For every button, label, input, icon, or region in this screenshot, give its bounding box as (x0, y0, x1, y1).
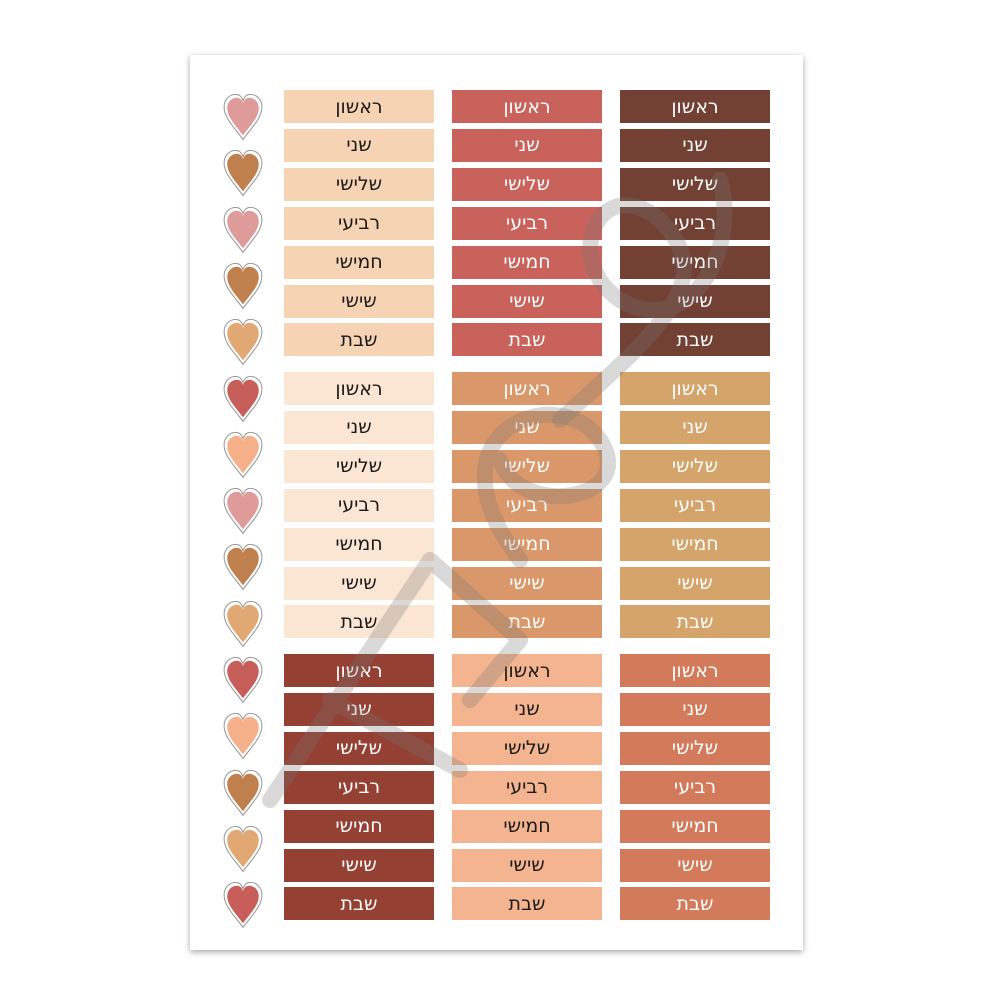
heart-fill (227, 97, 259, 136)
day-label-sticker: שישי (620, 848, 770, 882)
heart-fill (227, 660, 259, 699)
day-label-sticker: ראשון (620, 654, 770, 687)
day-label-sticker: רביעי (452, 770, 602, 804)
heart-icon (223, 318, 263, 366)
heart-icon (223, 713, 263, 760)
heart-icon (223, 431, 263, 479)
day-label-sticker: ראשון (620, 372, 770, 405)
day-label-sticker: ראשון (284, 654, 434, 687)
day-label-sticker: רביעי (284, 488, 434, 522)
heart-icon (223, 544, 263, 591)
day-label-sticker: שני (620, 692, 770, 726)
day-label-sticker: רביעי (452, 488, 602, 522)
day-label-sticker: שבת (452, 323, 602, 357)
day-label-sticker: חמישי (620, 527, 770, 561)
day-label-sticker: שישי (620, 566, 770, 600)
heart-fill (227, 435, 259, 474)
heart-fill (227, 548, 259, 586)
day-label-sticker: שלישי (620, 167, 770, 201)
heart-icon (223, 150, 263, 197)
day-label-sticker: שישי (284, 848, 434, 882)
day-label-sticker: שני (284, 128, 434, 162)
day-label-sticker: שני (452, 692, 602, 726)
day-label-sticker: חמישי (284, 527, 434, 561)
day-label-sticker: שני (620, 410, 770, 444)
day-label-sticker: רביעי (284, 770, 434, 804)
day-label-sticker: שלישי (284, 167, 434, 201)
heart-fill (227, 379, 259, 417)
day-label-sticker: שלישי (620, 449, 770, 483)
day-label-sticker: חמישי (620, 245, 770, 279)
day-label-sticker: שבת (452, 887, 602, 921)
day-label-sticker: שישי (284, 284, 434, 318)
heart-icon (223, 769, 263, 816)
day-label-sticker: ראשון (452, 654, 602, 687)
heart-icon (223, 881, 263, 929)
heart-icon (223, 600, 263, 648)
day-label-sticker: ראשון (284, 90, 434, 123)
day-label-sticker: ראשון (452, 90, 602, 123)
day-label-sticker: חמישי (452, 809, 602, 843)
day-label-sticker: רביעי (620, 770, 770, 804)
day-label-sticker: שבת (284, 323, 434, 357)
heart-fill (227, 773, 259, 811)
day-label-sticker: שישי (452, 566, 602, 600)
day-label-sticker: שלישי (452, 167, 602, 201)
heart-fill (227, 210, 259, 248)
heart-fill (227, 154, 259, 192)
day-label-sticker: חמישי (620, 809, 770, 843)
day-label-sticker: רביעי (620, 206, 770, 240)
day-label-sticker: שלישי (284, 449, 434, 483)
day-label-sticker: שני (452, 410, 602, 444)
heart-icon (223, 262, 263, 310)
heart-fill (227, 491, 259, 530)
day-label-sticker: ראשון (620, 90, 770, 123)
day-label-sticker: חמישי (284, 809, 434, 843)
day-label-sticker: שני (284, 692, 434, 726)
day-label-sticker: רביעי (452, 206, 602, 240)
day-label-sticker: חמישי (284, 245, 434, 279)
heart-fill (227, 885, 259, 924)
heart-icon (223, 487, 263, 535)
day-label-sticker: שלישי (620, 731, 770, 765)
day-label-sticker: שישי (452, 848, 602, 882)
day-label-sticker: שבת (620, 605, 770, 639)
day-label-sticker: שבת (452, 605, 602, 639)
day-label-sticker: שני (284, 410, 434, 444)
day-label-sticker: שני (452, 128, 602, 162)
day-label-sticker: שבת (620, 887, 770, 921)
day-label-sticker: שלישי (284, 731, 434, 765)
day-label-sticker: שישי (452, 284, 602, 318)
heart-icon (223, 375, 263, 422)
heart-fill (227, 604, 259, 643)
day-label-sticker: שני (620, 128, 770, 162)
day-label-sticker: רביעי (284, 206, 434, 240)
heart-icon (223, 93, 263, 141)
day-label-sticker: שלישי (452, 731, 602, 765)
day-label-sticker: שישי (284, 566, 434, 600)
heart-icon (223, 656, 263, 704)
heart-fill (227, 717, 259, 755)
heart-icon (223, 825, 263, 873)
day-label-sticker: רביעי (620, 488, 770, 522)
day-label-sticker: חמישי (452, 245, 602, 279)
day-label-sticker: שישי (620, 284, 770, 318)
day-label-sticker: שבת (284, 605, 434, 639)
heart-icon (223, 206, 263, 253)
day-label-sticker: ראשון (452, 372, 602, 405)
heart-fill (227, 829, 259, 868)
day-label-sticker: שבת (284, 887, 434, 921)
day-label-sticker: ראשון (284, 372, 434, 405)
day-label-sticker: שבת (620, 323, 770, 357)
heart-fill (227, 266, 259, 305)
heart-fill (227, 322, 259, 361)
day-label-sticker: חמישי (452, 527, 602, 561)
day-label-sticker: שלישי (452, 449, 602, 483)
